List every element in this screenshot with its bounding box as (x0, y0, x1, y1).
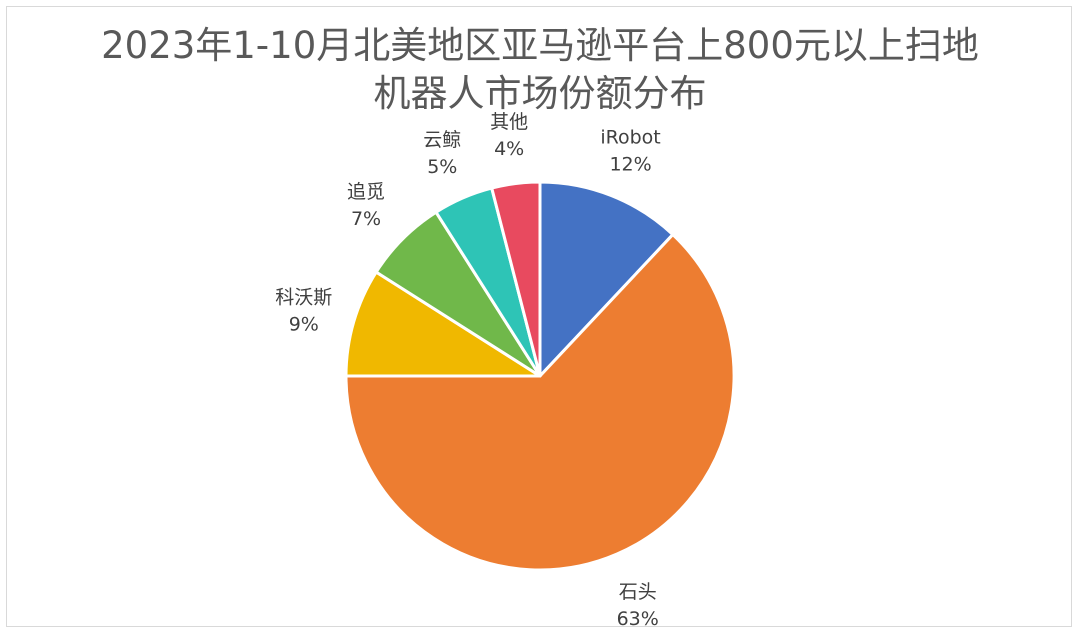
slice-label-4: 云鲸 (423, 129, 461, 151)
pie-slice-5 (490, 180, 542, 378)
slice-label-5: 其他 (490, 111, 528, 133)
pie-slice-0 (538, 180, 675, 378)
slice-label-2: 科沃斯 (275, 286, 332, 308)
pie-slice-2 (344, 270, 542, 378)
chart-title: 2023年1-10月北美地区亚马逊平台上800元以上扫地 机器人市场份额分布 (0, 22, 1080, 118)
slice-percent-2: 9% (289, 313, 319, 335)
slice-label-1: 石头 (619, 581, 657, 603)
slice-percent-1: 63% (617, 608, 659, 630)
slice-percent-3: 7% (351, 208, 381, 230)
slice-label-3: 追觅 (347, 181, 385, 203)
slice-label-0: iRobot (600, 126, 660, 148)
slice-percent-5: 4% (494, 138, 524, 160)
slice-percent-0: 12% (609, 153, 651, 175)
chart-title-line-1: 2023年1-10月北美地区亚马逊平台上800元以上扫地 (101, 24, 979, 67)
slice-percent-4: 5% (427, 156, 457, 178)
pie-slice-1 (344, 233, 736, 572)
chart-title-line-2: 机器人市场份额分布 (373, 72, 707, 115)
